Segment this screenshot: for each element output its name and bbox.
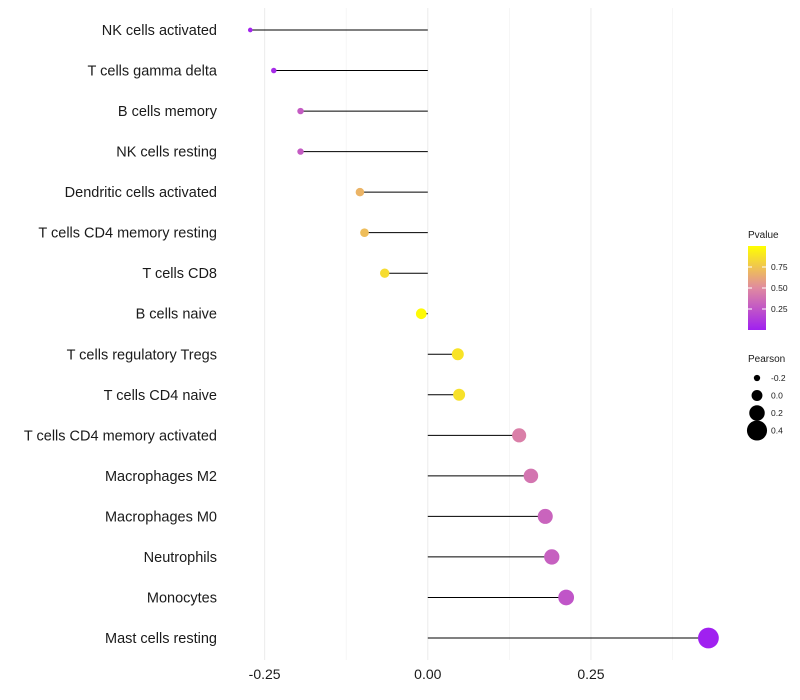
category-label: Dendritic cells activated [65, 185, 217, 201]
pvalue-legend-title: Pvalue [748, 230, 779, 241]
x-tick-label: -0.25 [249, 666, 281, 682]
lollipop-dot [698, 627, 719, 649]
lollipop-dot [380, 268, 390, 278]
category-label: T cells gamma delta [88, 64, 218, 80]
pearson-legend-label: 0.0 [771, 391, 783, 401]
category-label: B cells memory [118, 104, 218, 120]
lollipop-dot [544, 549, 560, 565]
pearson-legend-label: 0.4 [771, 426, 783, 436]
pvalue-legend-tick: 0.25 [771, 304, 788, 314]
pearson-legend-dot [751, 390, 763, 401]
category-label: B cells naive [136, 307, 217, 323]
pvalue-colorbar [748, 246, 766, 330]
lollipop-dot [271, 67, 277, 74]
lollipop-dot [537, 508, 553, 524]
lollipop-dot [512, 428, 527, 443]
lollipop-dot [415, 308, 427, 320]
dots [247, 27, 719, 649]
pearson-legend-label: -0.2 [771, 373, 786, 383]
lollipop-dot [523, 468, 539, 484]
category-label: T cells regulatory Tregs [67, 347, 217, 363]
x-tick-label: 0.00 [414, 666, 441, 682]
pvalue-legend-tick: 0.50 [771, 283, 788, 293]
category-label: NK cells resting [116, 145, 217, 161]
lollipop-dot [453, 388, 466, 401]
category-label: T cells CD4 memory activated [24, 428, 217, 444]
category-label: Mast cells resting [105, 631, 217, 647]
grid-lines [264, 8, 673, 660]
category-label: T cells CD8 [142, 266, 217, 282]
pearson-legend: Pearson -0.2 0.0 0.2 0.4 [746, 354, 786, 441]
lollipop-dot [360, 228, 369, 238]
category-labels: NK cells activated T cells gamma delta B c… [24, 23, 218, 647]
lollipop-dot [451, 348, 464, 361]
stems [250, 29, 709, 639]
category-label: Monocytes [147, 590, 217, 606]
pearson-legend-title: Pearson [748, 354, 785, 365]
lollipop-dot [355, 187, 365, 197]
lollipop-dot [558, 589, 575, 606]
lollipop-dot [297, 107, 304, 115]
category-label: Macrophages M2 [105, 469, 217, 485]
pvalue-legend-tick: 0.75 [771, 262, 788, 272]
lollipop-dot [247, 27, 253, 33]
pearson-legend-dot [749, 405, 765, 421]
lollipop-dot [297, 148, 304, 155]
x-tick-label: 0.25 [577, 666, 604, 682]
pearson-legend-label: 0.2 [771, 408, 783, 418]
category-label: Neutrophils [144, 550, 217, 566]
pearson-legend-dot [753, 374, 761, 382]
x-axis-ticks: -0.25 0.00 0.25 [249, 666, 605, 682]
category-label: T cells CD4 memory resting [38, 226, 217, 242]
category-label: T cells CD4 naive [104, 388, 217, 404]
pvalue-legend: Pvalue 0.25 0.50 0.75 [748, 230, 788, 330]
category-label: NK cells activated [102, 23, 217, 39]
pearson-legend-dot [746, 420, 768, 441]
category-label: Macrophages M0 [105, 509, 217, 525]
